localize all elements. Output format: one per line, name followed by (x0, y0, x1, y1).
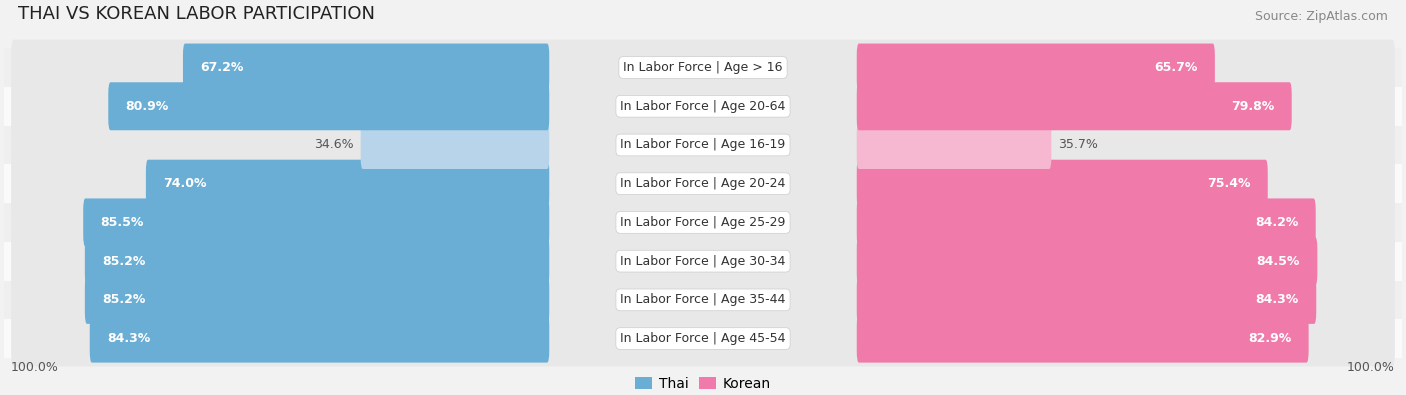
FancyBboxPatch shape (11, 195, 1395, 250)
FancyBboxPatch shape (856, 43, 1215, 92)
FancyBboxPatch shape (11, 78, 1395, 134)
Bar (4, 126, 1402, 164)
Text: 75.4%: 75.4% (1206, 177, 1250, 190)
Text: 85.2%: 85.2% (103, 255, 146, 268)
Text: 84.5%: 84.5% (1257, 255, 1301, 268)
Legend: Thai, Korean: Thai, Korean (631, 372, 775, 395)
FancyBboxPatch shape (856, 121, 1052, 169)
Bar (4, 242, 1402, 280)
Text: In Labor Force | Age 30-34: In Labor Force | Age 30-34 (620, 255, 786, 268)
Bar (4, 319, 1402, 358)
FancyBboxPatch shape (183, 43, 550, 92)
Bar (4, 280, 1402, 319)
Text: 65.7%: 65.7% (1154, 61, 1198, 74)
Text: In Labor Force | Age 16-19: In Labor Force | Age 16-19 (620, 139, 786, 152)
Text: 100.0%: 100.0% (1347, 361, 1395, 374)
Text: In Labor Force | Age > 16: In Labor Force | Age > 16 (623, 61, 783, 74)
FancyBboxPatch shape (11, 40, 1395, 96)
Text: 84.3%: 84.3% (107, 332, 150, 345)
Text: 84.3%: 84.3% (1256, 293, 1299, 307)
Text: In Labor Force | Age 45-54: In Labor Force | Age 45-54 (620, 332, 786, 345)
FancyBboxPatch shape (856, 314, 1309, 363)
FancyBboxPatch shape (856, 276, 1316, 324)
Text: 74.0%: 74.0% (163, 177, 207, 190)
Text: 80.9%: 80.9% (125, 100, 169, 113)
FancyBboxPatch shape (11, 117, 1395, 173)
FancyBboxPatch shape (90, 314, 550, 363)
FancyBboxPatch shape (146, 160, 550, 208)
Text: 84.2%: 84.2% (1256, 216, 1298, 229)
Text: 35.7%: 35.7% (1059, 139, 1098, 152)
Text: In Labor Force | Age 25-29: In Labor Force | Age 25-29 (620, 216, 786, 229)
FancyBboxPatch shape (108, 82, 550, 130)
Text: THAI VS KOREAN LABOR PARTICIPATION: THAI VS KOREAN LABOR PARTICIPATION (18, 5, 375, 23)
FancyBboxPatch shape (11, 156, 1395, 212)
Text: 100.0%: 100.0% (11, 361, 59, 374)
FancyBboxPatch shape (84, 276, 550, 324)
FancyBboxPatch shape (84, 237, 550, 285)
Text: 85.2%: 85.2% (103, 293, 146, 307)
Text: 34.6%: 34.6% (314, 139, 354, 152)
FancyBboxPatch shape (83, 198, 550, 246)
FancyBboxPatch shape (856, 198, 1316, 246)
Bar (4, 164, 1402, 203)
Text: 79.8%: 79.8% (1232, 100, 1274, 113)
FancyBboxPatch shape (856, 82, 1292, 130)
Text: Source: ZipAtlas.com: Source: ZipAtlas.com (1256, 10, 1388, 23)
FancyBboxPatch shape (11, 272, 1395, 328)
Text: 82.9%: 82.9% (1249, 332, 1291, 345)
Text: In Labor Force | Age 20-64: In Labor Force | Age 20-64 (620, 100, 786, 113)
FancyBboxPatch shape (11, 233, 1395, 289)
FancyBboxPatch shape (856, 160, 1268, 208)
FancyBboxPatch shape (11, 311, 1395, 367)
FancyBboxPatch shape (361, 121, 550, 169)
Text: In Labor Force | Age 35-44: In Labor Force | Age 35-44 (620, 293, 786, 307)
Bar (4, 203, 1402, 242)
Text: 67.2%: 67.2% (201, 61, 243, 74)
Text: 85.5%: 85.5% (101, 216, 143, 229)
Text: In Labor Force | Age 20-24: In Labor Force | Age 20-24 (620, 177, 786, 190)
Bar (4, 48, 1402, 87)
FancyBboxPatch shape (856, 237, 1317, 285)
Bar (4, 87, 1402, 126)
